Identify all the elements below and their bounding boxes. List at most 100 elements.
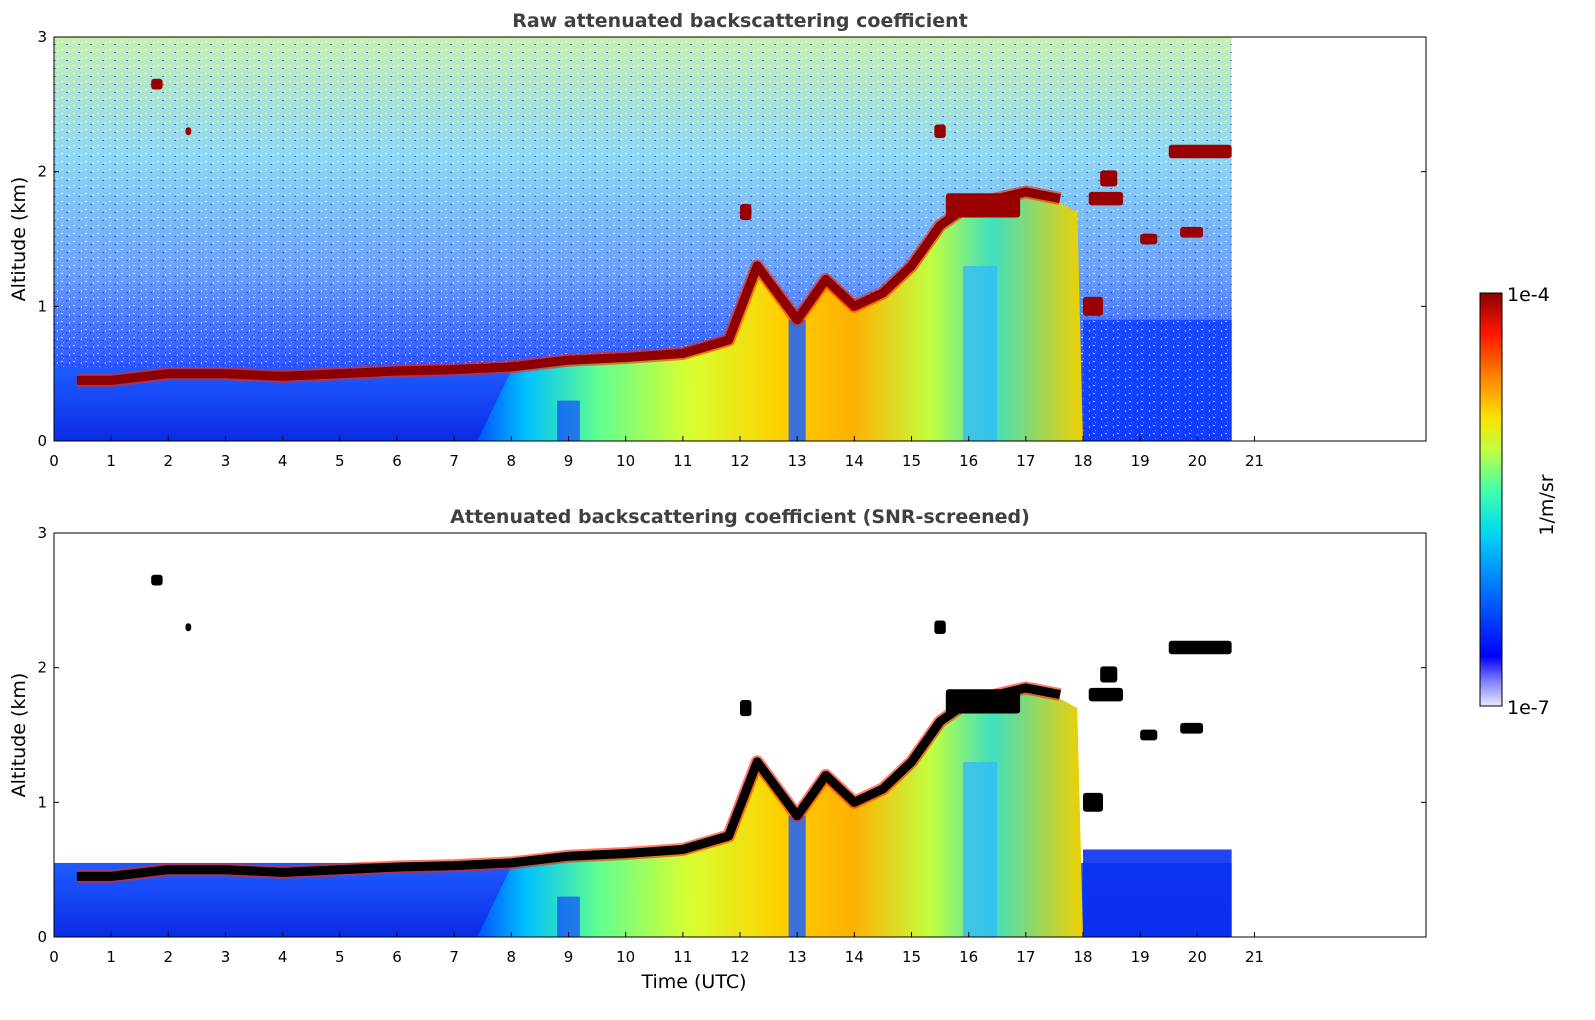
y-tick-label: 0	[37, 432, 47, 450]
x-tick-label: 8	[507, 452, 517, 470]
cloud-layer	[1088, 191, 1124, 206]
clear-region	[962, 265, 998, 441]
x-tick-label: 16	[959, 948, 978, 966]
x-tick-label: 0	[49, 452, 59, 470]
cloud-layer	[945, 689, 1021, 714]
x-tick-label: 6	[392, 948, 402, 966]
x-tick-label: 10	[616, 948, 635, 966]
chart-title: Raw attenuated backscattering coefficien…	[512, 10, 968, 32]
x-tick-label: 1	[106, 948, 116, 966]
cloud-layer	[1088, 687, 1124, 702]
cloud-layer	[1140, 729, 1158, 741]
colorbar: 1e-4 1e-7 1/m/sr	[1479, 284, 1558, 719]
cloud-layer	[1180, 226, 1204, 238]
x-tick-label: 12	[730, 948, 749, 966]
boundary-layer-top	[76, 187, 1061, 385]
y-axis-label: Altitude (km)	[8, 177, 30, 302]
x-tick-label: 11	[673, 948, 692, 966]
y-tick-label: 1	[37, 793, 47, 811]
colorbar-unit-label: 1/m/sr	[1536, 474, 1558, 535]
x-tick-label: 14	[845, 452, 864, 470]
x-tick-label: 7	[449, 452, 459, 470]
colorbar-min-label: 1e-7	[1507, 697, 1550, 719]
x-tick-label: 8	[507, 948, 517, 966]
x-tick-label: 9	[564, 948, 574, 966]
y-tick-label: 2	[37, 163, 47, 181]
x-tick-label: 2	[164, 948, 174, 966]
x-tick-label: 1	[106, 452, 116, 470]
x-tick-label: 0	[49, 948, 59, 966]
cloud-layer	[945, 193, 1021, 218]
cloud-layer	[1100, 666, 1118, 683]
x-tick-label: 3	[221, 452, 231, 470]
x-tick-label: 12	[730, 452, 749, 470]
x-tick-label: 13	[788, 948, 807, 966]
x-tick-label: 18	[1073, 948, 1092, 966]
clear-streak-2	[557, 896, 580, 937]
cloud-layer	[185, 623, 192, 632]
x-tick-label: 16	[959, 452, 978, 470]
x-tick-label: 17	[1016, 948, 1035, 966]
y-tick-label: 1	[37, 297, 47, 315]
x-tick-label: 7	[449, 948, 459, 966]
cloud-layer	[740, 203, 752, 221]
cloud-layer	[1100, 170, 1118, 187]
x-tick-label: 15	[902, 948, 921, 966]
heatmap-field	[54, 37, 1232, 441]
x-axis-label: Time (UTC)	[640, 971, 746, 993]
x-tick-label: 6	[392, 452, 402, 470]
x-tick-label: 21	[1245, 948, 1264, 966]
cloud-layer	[1140, 233, 1158, 245]
colorbar-max-label: 1e-4	[1507, 284, 1550, 306]
x-tick-label: 15	[902, 452, 921, 470]
screened-low-noise	[1083, 849, 1232, 937]
x-tick-label: 19	[1131, 452, 1150, 470]
cloud-layer	[1083, 792, 1104, 812]
clear-streak	[788, 815, 806, 937]
y-tick-label: 3	[37, 524, 47, 542]
cloud-layer	[151, 78, 163, 90]
cloud-layer	[1168, 144, 1232, 159]
x-tick-label: 5	[335, 452, 345, 470]
x-tick-label: 2	[164, 452, 174, 470]
colorbar-gradient	[1479, 292, 1503, 707]
clear-streak	[788, 319, 806, 441]
cloud-layer	[151, 574, 163, 586]
cloud-layer	[1083, 296, 1104, 316]
x-tick-label: 20	[1188, 452, 1207, 470]
aerosol-mixed-layer	[477, 195, 1083, 441]
cloud-layer	[185, 127, 192, 136]
x-tick-label: 17	[1016, 452, 1035, 470]
chart-title: Attenuated backscattering coefficient (S…	[450, 506, 1030, 528]
x-tick-label: 20	[1188, 948, 1207, 966]
y-axis-label: Altitude (km)	[8, 673, 30, 798]
raw-low-noise-texture	[1083, 319, 1232, 441]
x-tick-label: 4	[278, 452, 288, 470]
clear-region	[962, 761, 998, 937]
x-tick-label: 10	[616, 452, 635, 470]
panel-raw: Raw attenuated backscattering coefficien…	[8, 10, 1427, 470]
boundary-layer-top	[76, 683, 1061, 881]
clear-streak-2	[557, 400, 580, 441]
aerosol-mixed-layer	[477, 691, 1083, 937]
x-tick-label: 21	[1245, 452, 1264, 470]
x-tick-label: 14	[845, 948, 864, 966]
cloud-layer	[934, 124, 946, 138]
x-tick-label: 13	[788, 452, 807, 470]
y-tick-label: 3	[37, 28, 47, 46]
x-tick-label: 4	[278, 948, 288, 966]
x-tick-label: 19	[1131, 948, 1150, 966]
x-tick-label: 3	[221, 948, 231, 966]
panel-screened: Attenuated backscattering coefficient (S…	[8, 506, 1427, 993]
cloud-layer	[1180, 722, 1204, 734]
x-tick-label: 5	[335, 948, 345, 966]
x-tick-label: 9	[564, 452, 574, 470]
cloud-layer	[740, 699, 752, 717]
x-tick-label: 11	[673, 452, 692, 470]
heatmap-field	[54, 574, 1232, 937]
cloud-layer	[934, 620, 946, 634]
y-tick-label: 2	[37, 659, 47, 677]
y-tick-label: 0	[37, 928, 47, 946]
cloud-layer	[1168, 640, 1232, 655]
